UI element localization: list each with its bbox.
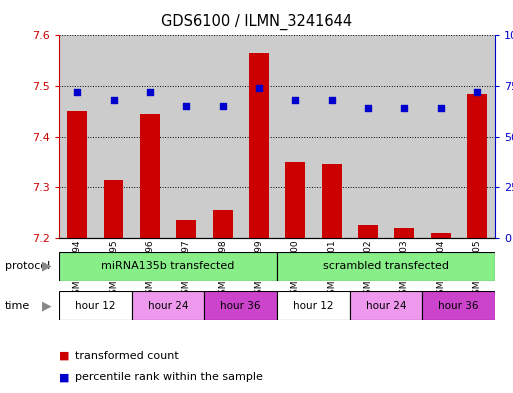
Bar <box>59 252 277 281</box>
Bar <box>422 291 495 320</box>
Point <box>473 89 481 95</box>
Text: ■: ■ <box>59 372 69 382</box>
Bar <box>394 228 414 238</box>
Text: hour 24: hour 24 <box>148 301 188 310</box>
Bar <box>277 35 313 238</box>
Bar <box>104 180 124 238</box>
Bar <box>95 35 132 238</box>
Bar <box>204 291 277 320</box>
Point <box>437 105 445 111</box>
Bar <box>350 291 422 320</box>
Bar <box>132 291 204 320</box>
Bar <box>132 35 168 238</box>
Text: time: time <box>5 301 30 310</box>
Point <box>327 97 336 103</box>
Text: hour 36: hour 36 <box>439 301 479 310</box>
Text: ▶: ▶ <box>42 299 51 312</box>
Bar <box>212 210 232 238</box>
Text: protocol: protocol <box>5 261 50 271</box>
Bar <box>204 35 241 238</box>
Bar <box>168 35 204 238</box>
Bar <box>277 291 350 320</box>
Bar <box>176 220 196 238</box>
Point <box>146 89 154 95</box>
Bar <box>249 53 269 238</box>
Bar <box>467 94 487 238</box>
Text: GDS6100 / ILMN_3241644: GDS6100 / ILMN_3241644 <box>161 14 352 30</box>
Point <box>364 105 372 111</box>
Bar <box>322 164 342 238</box>
Text: ▶: ▶ <box>42 260 51 273</box>
Bar <box>386 35 422 238</box>
Bar <box>358 225 378 238</box>
Text: hour 12: hour 12 <box>75 301 115 310</box>
Bar <box>313 35 350 238</box>
Bar <box>59 291 132 320</box>
Bar <box>67 111 87 238</box>
Point <box>219 103 227 109</box>
Text: transformed count: transformed count <box>75 351 179 361</box>
Bar <box>140 114 160 238</box>
Bar <box>277 252 495 281</box>
Text: hour 36: hour 36 <box>221 301 261 310</box>
Bar <box>350 35 386 238</box>
Point <box>73 89 81 95</box>
Text: percentile rank within the sample: percentile rank within the sample <box>75 372 263 382</box>
Point <box>291 97 299 103</box>
Bar <box>285 162 305 238</box>
Bar <box>241 35 277 238</box>
Point <box>255 85 263 91</box>
Text: scrambled transfected: scrambled transfected <box>323 261 449 271</box>
Bar <box>459 35 495 238</box>
Text: ■: ■ <box>59 351 69 361</box>
Point <box>109 97 117 103</box>
Bar <box>59 35 95 238</box>
Text: hour 12: hour 12 <box>293 301 333 310</box>
Bar <box>430 233 450 238</box>
Text: miRNA135b transfected: miRNA135b transfected <box>102 261 234 271</box>
Bar <box>422 35 459 238</box>
Point <box>400 105 408 111</box>
Text: hour 24: hour 24 <box>366 301 406 310</box>
Point <box>182 103 190 109</box>
